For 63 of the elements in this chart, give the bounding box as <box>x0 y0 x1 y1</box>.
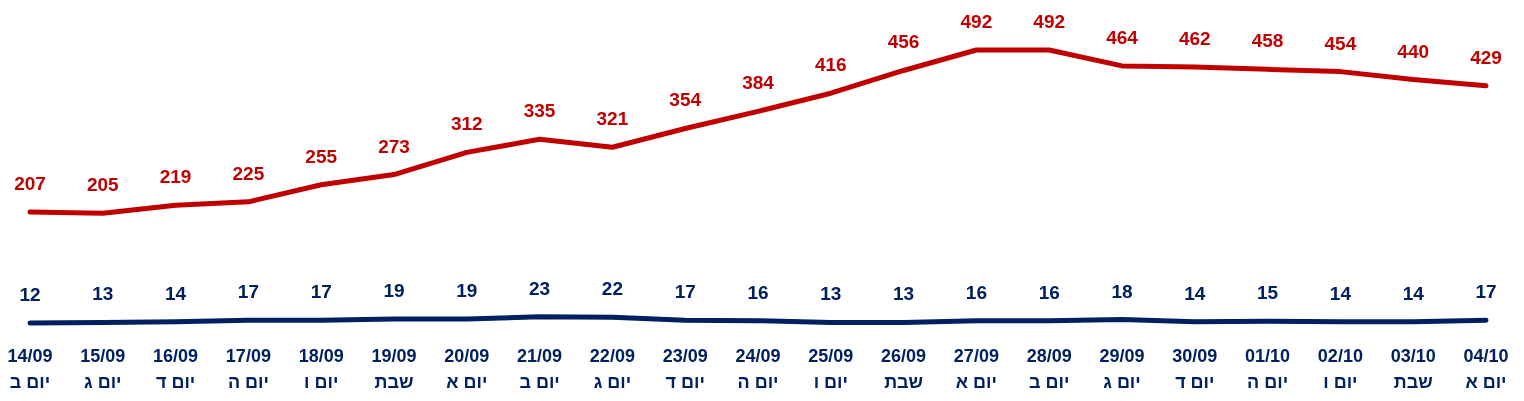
data-label: 17 <box>674 281 696 303</box>
data-label: 16 <box>965 281 987 303</box>
data-label: 384 <box>742 72 775 94</box>
x-tick-label: 03/10 שבת <box>1389 345 1437 394</box>
data-label: 416 <box>814 54 847 76</box>
data-label: 17 <box>310 281 332 303</box>
x-tick-label: 15/09 יום ג <box>79 345 127 394</box>
data-label: 354 <box>669 89 702 111</box>
data-label: 13 <box>893 283 915 305</box>
data-label: 16 <box>747 281 769 303</box>
x-tick-label: 17/09 יום ה <box>224 345 272 394</box>
data-label: 14 <box>165 282 187 304</box>
data-label: 14 <box>1329 282 1352 304</box>
data-label: 22 <box>601 278 623 300</box>
data-label: 458 <box>1251 30 1284 52</box>
x-tick-label: 01/10 יום ה <box>1244 345 1292 394</box>
data-label: 18 <box>1111 280 1133 302</box>
data-label: 462 <box>1178 28 1211 50</box>
data-label: 13 <box>92 283 114 305</box>
x-tick-label: 30/09 יום ד <box>1171 345 1219 394</box>
data-label: 456 <box>887 31 920 53</box>
x-tick-label: 25/09 יום ו <box>807 345 855 394</box>
data-label: 219 <box>159 166 192 188</box>
x-tick-label: 04/10 יום א <box>1462 345 1510 394</box>
data-label: 464 <box>1106 26 1139 48</box>
data-label: 492 <box>960 11 993 32</box>
data-label: 19 <box>383 280 405 302</box>
data-label: 15 <box>1257 282 1279 304</box>
data-label: 14 <box>1184 282 1206 304</box>
x-tick-label: 23/09 יום ד <box>661 345 709 394</box>
x-tick-label: 18/09 יום ו <box>297 345 345 394</box>
data-label: 440 <box>1397 40 1430 62</box>
data-label: 454 <box>1324 32 1357 54</box>
data-label: 16 <box>1038 281 1060 303</box>
x-tick-label: 19/09 שבת <box>370 345 418 394</box>
x-tick-label: 27/09 יום א <box>952 345 1000 394</box>
data-label: 17 <box>1475 281 1497 303</box>
data-label: 12 <box>19 284 41 305</box>
data-label: 17 <box>237 281 259 303</box>
data-label: 23 <box>529 277 551 299</box>
data-label: 13 <box>820 283 842 305</box>
x-tick-label: 29/09 יום ג <box>1098 345 1146 394</box>
x-tick-label: 28/09 יום ב <box>1025 345 1073 394</box>
data-label: 225 <box>232 162 265 184</box>
x-tick-label: 21/09 יום ב <box>516 345 564 394</box>
data-label: 321 <box>596 108 629 130</box>
data-label: 255 <box>305 145 338 167</box>
data-label: 205 <box>86 174 120 196</box>
data-label: 14 <box>1402 282 1425 304</box>
data-label: 312 <box>450 113 483 135</box>
data-label: 335 <box>523 100 556 122</box>
x-tick-label: 14/09 יום ב <box>6 345 54 394</box>
data-label: 492 <box>1033 11 1066 32</box>
x-tick-label: 24/09 יום ה <box>734 345 782 394</box>
data-label: 19 <box>456 280 478 302</box>
x-tick-label: 26/09 שבת <box>880 345 928 394</box>
x-tick-label: 02/10 יום ו <box>1316 345 1364 394</box>
data-label: 207 <box>14 173 46 195</box>
x-tick-label: 20/09 יום א <box>443 345 491 394</box>
x-tick-label: 22/09 יום ג <box>588 345 636 394</box>
data-label: 273 <box>378 135 410 157</box>
data-label: 429 <box>1470 46 1502 68</box>
x-tick-label: 16/09 יום ד <box>152 345 200 394</box>
